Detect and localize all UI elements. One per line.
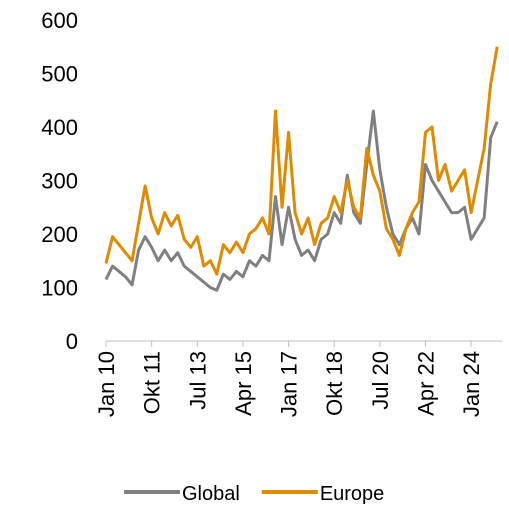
series-line <box>104 109 499 292</box>
y-tick-label: 100 <box>41 276 78 301</box>
x-tick-label: Jan 17 <box>277 351 302 417</box>
y-tick-label: 600 <box>41 8 78 33</box>
x-tick-label: Apr 22 <box>413 351 438 416</box>
y-tick-label: 200 <box>41 222 78 247</box>
series-line <box>104 46 499 276</box>
x-tick-label: Apr 15 <box>231 351 256 416</box>
y-tick-label: 500 <box>41 62 78 87</box>
x-tick-label: Jan 10 <box>94 351 119 417</box>
legend-label: Europe <box>320 483 385 505</box>
y-tick-label: 0 <box>66 329 78 354</box>
legend-label: Global <box>182 483 240 505</box>
x-tick-label: Jan 24 <box>459 351 484 417</box>
x-tick-label: Okt 18 <box>322 351 347 416</box>
y-tick-label: 400 <box>41 115 78 140</box>
x-tick-label: Jul 20 <box>368 351 393 410</box>
x-tick-label: Okt 11 <box>140 351 165 414</box>
y-tick-label: 300 <box>41 169 78 194</box>
x-tick-label: Jul 13 <box>185 351 210 410</box>
